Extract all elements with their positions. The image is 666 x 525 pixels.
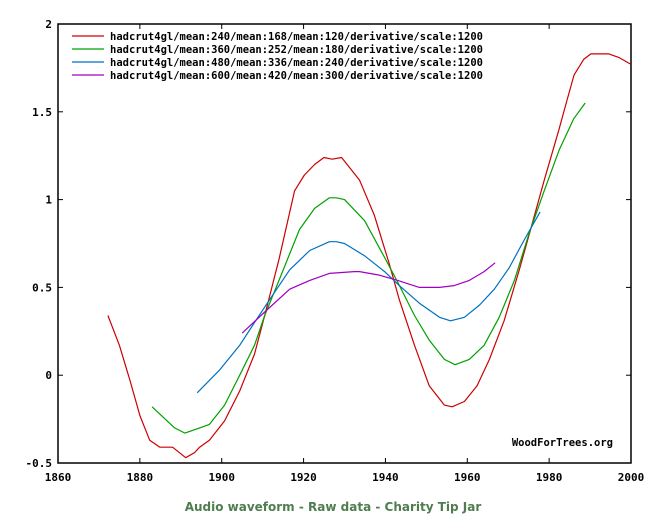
x-tick-label: 1880 bbox=[127, 471, 154, 484]
legend-item: hadcrut4gl/mean:240/mean:168/mean:120/de… bbox=[72, 31, 483, 43]
y-tick-label: 0 bbox=[45, 369, 52, 382]
chart: 1860 1880 1900 1920 1940 1960 1980 2000 -0.5 0 0.5… bbox=[26, 18, 645, 484]
x-tick-label: 1860 bbox=[45, 471, 72, 484]
legend-label: hadcrut4gl/mean:240/mean:168/mean:120/de… bbox=[110, 31, 483, 43]
raw-data-link[interactable]: Raw data bbox=[308, 500, 372, 514]
plot-frame bbox=[57, 23, 632, 464]
x-tick-label: 2000 bbox=[618, 471, 645, 484]
series-line-3 bbox=[196, 211, 541, 394]
legend-label: hadcrut4gl/mean:480/mean:336/mean:240/de… bbox=[110, 57, 483, 69]
charity-tip-jar-link[interactable]: Charity Tip Jar bbox=[384, 500, 482, 514]
separator: - bbox=[294, 500, 309, 514]
x-tick-label: 1920 bbox=[290, 471, 317, 484]
x-tick-label: 1940 bbox=[372, 471, 399, 484]
y-tick-label: -0.5 bbox=[26, 457, 53, 470]
y-tick-label: 1.5 bbox=[32, 106, 52, 119]
x-tick-label: 1980 bbox=[536, 471, 563, 484]
legend-item: hadcrut4gl/mean:360/mean:252/mean:180/de… bbox=[72, 44, 483, 56]
legend-item: hadcrut4gl/mean:600/mean:420/mean:300/de… bbox=[72, 70, 483, 82]
series-line-2 bbox=[151, 102, 586, 434]
y-tick-label: 0.5 bbox=[32, 281, 52, 294]
watermark: WoodForTrees.org bbox=[512, 437, 613, 449]
legend: hadcrut4gl/mean:240/mean:168/mean:120/de… bbox=[72, 31, 483, 82]
y-tick-label: 1 bbox=[45, 194, 52, 207]
legend-label: hadcrut4gl/mean:600/mean:420/mean:300/de… bbox=[110, 70, 483, 82]
series-layer bbox=[107, 53, 632, 459]
x-tick-label: 1960 bbox=[454, 471, 481, 484]
legend-label: hadcrut4gl/mean:360/mean:252/mean:180/de… bbox=[110, 44, 483, 56]
axes: 1860 1880 1900 1920 1940 1960 1980 2000 -0.5 0 0.5… bbox=[26, 18, 645, 484]
series-line-1 bbox=[107, 53, 632, 459]
series-line-4 bbox=[241, 262, 496, 334]
footer-links: Audio waveform - Raw data - Charity Tip … bbox=[0, 500, 666, 514]
y-tick-label: 2 bbox=[45, 18, 52, 31]
audio-waveform-link[interactable]: Audio waveform bbox=[184, 500, 295, 514]
x-tick-label: 1900 bbox=[208, 471, 235, 484]
separator: - bbox=[371, 500, 385, 514]
legend-item: hadcrut4gl/mean:480/mean:336/mean:240/de… bbox=[72, 57, 483, 69]
